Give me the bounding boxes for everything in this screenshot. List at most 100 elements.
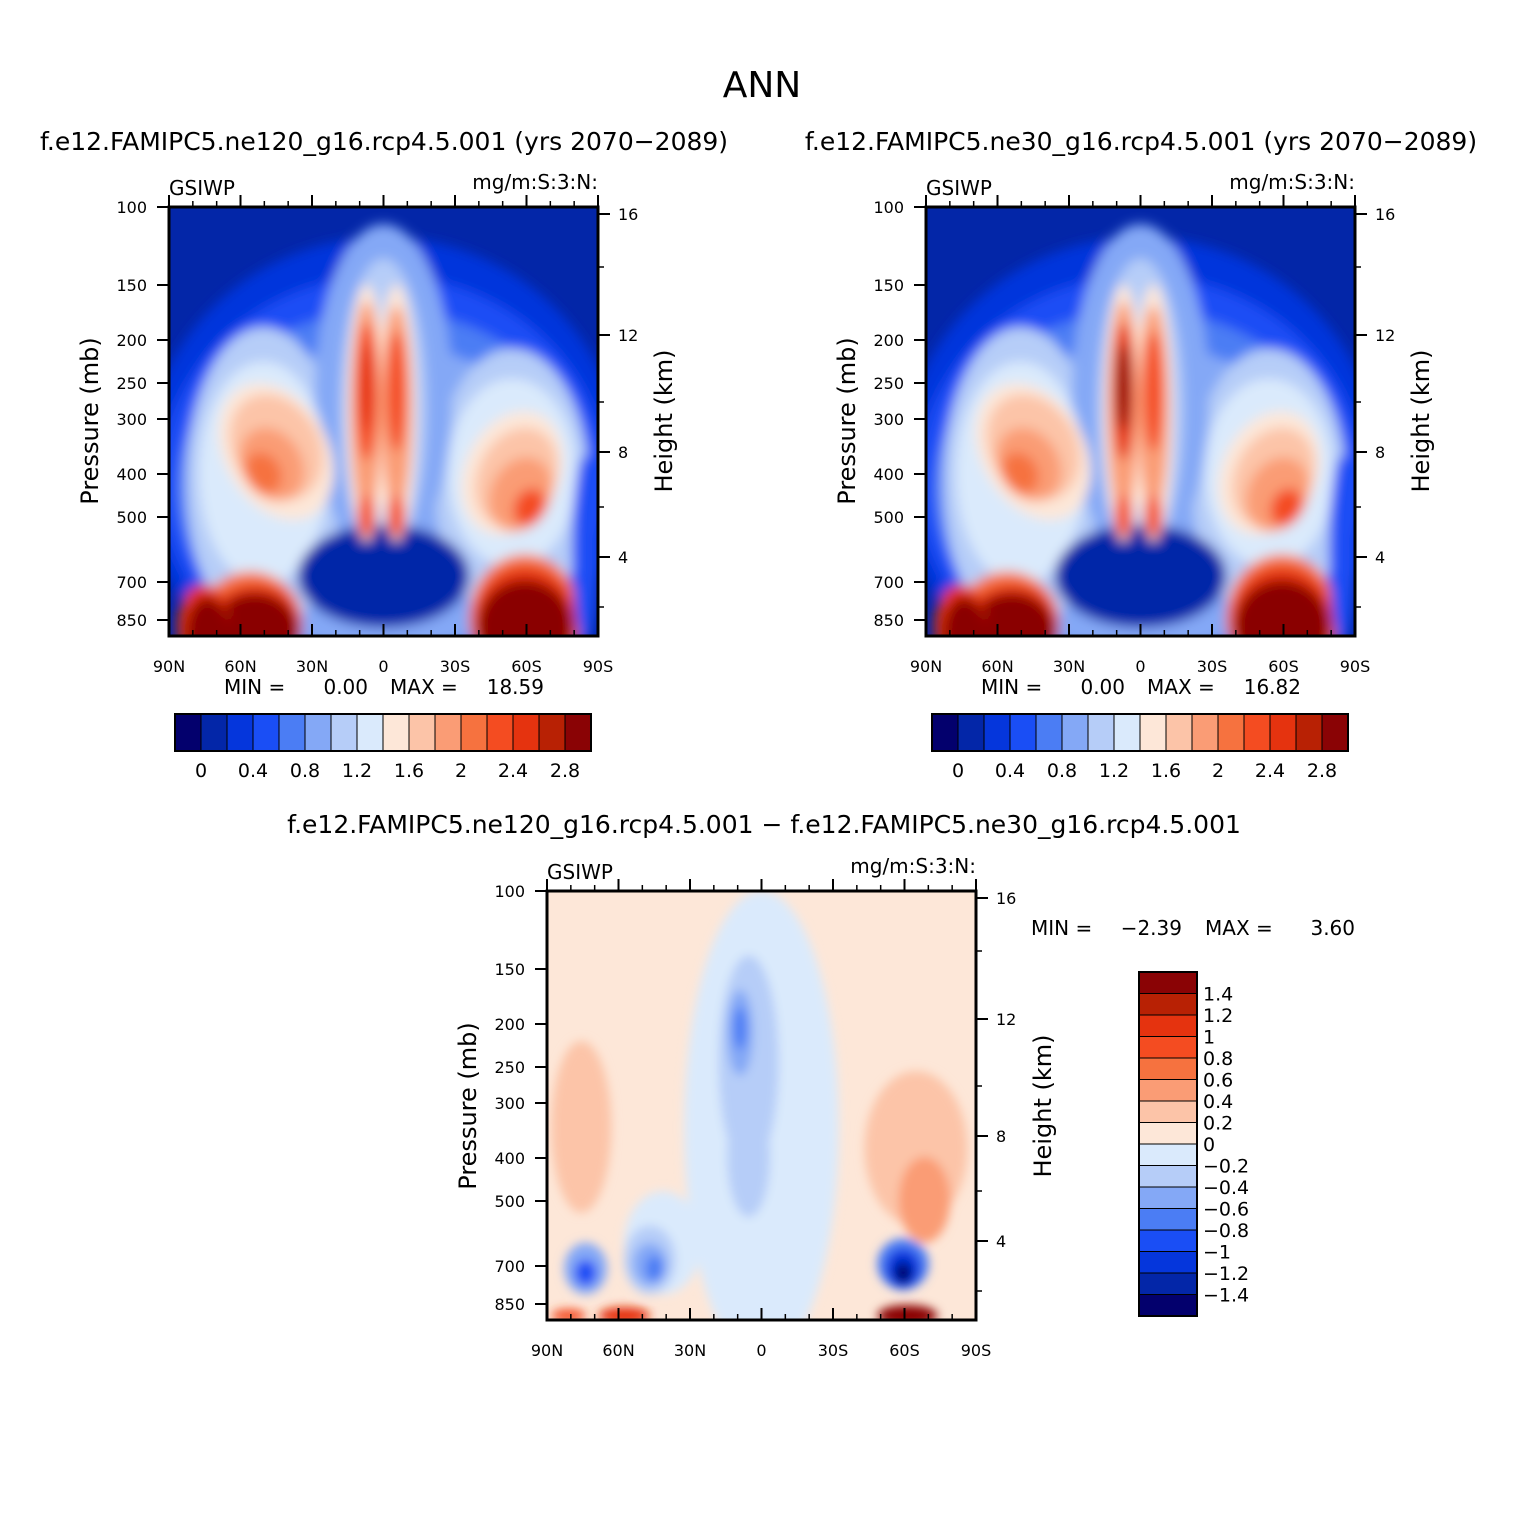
p3-colorbar-swatch	[1138, 1057, 1198, 1080]
p1-colorbar-swatch	[226, 713, 254, 752]
p1-colorbar-label: 1.6	[394, 760, 424, 782]
p3-colorbar-label: −1.4	[1203, 1285, 1249, 1307]
panel-1-field	[169, 207, 598, 636]
p3-colorbar-label: 0.4	[1203, 1091, 1233, 1113]
p3-colorbar-swatch	[1138, 1122, 1198, 1145]
p1-colorbar-label: 0.4	[238, 760, 268, 782]
p1-xtick-label: 90S	[583, 657, 614, 676]
p3-y2tick-label: 4	[996, 1232, 1006, 1251]
p2-ytick-label: 100	[873, 198, 904, 217]
p1-xtick-label: 0	[378, 657, 388, 676]
p1-colorbar-label: 2.8	[550, 760, 580, 782]
p1-ytick-label: 300	[116, 410, 147, 429]
panel-3-ylabel: Pressure (mb)	[454, 1022, 482, 1189]
p3-colorbar-label: 0.8	[1203, 1048, 1233, 1070]
p2-colorbar-label: 1.6	[1151, 760, 1181, 782]
p1-colorbar-swatch	[304, 713, 332, 752]
panel-3-max-label: MAX =	[1205, 916, 1273, 940]
p1-xtick-label: 30S	[440, 657, 471, 676]
panel-2-min-label: MIN =	[981, 675, 1042, 699]
panel-3-units: mg/m:S:3:N:	[850, 854, 976, 878]
p1-colorbar-swatch	[460, 713, 488, 752]
p2-colorbar-label: 2.8	[1307, 760, 1337, 782]
p3-contour-mark	[877, 1304, 938, 1320]
p1-colorbar-swatch	[252, 713, 280, 752]
p1-y2tick-label: 8	[618, 443, 628, 462]
p3-ytick-label: 100	[494, 882, 525, 901]
p3-ytick-label: 700	[494, 1257, 525, 1276]
p3-colorbar-label: −1	[1203, 1242, 1231, 1264]
p3-y2tick-label: 16	[996, 889, 1016, 908]
p2-colorbar-swatch	[1035, 713, 1063, 752]
p2-ytick-label: 400	[873, 465, 904, 484]
p3-contour-mark	[598, 1307, 650, 1320]
p3-y2tick-label: 8	[996, 1127, 1006, 1146]
p1-colorbar-swatch	[382, 713, 410, 752]
panel-1-max-label: MAX =	[390, 675, 458, 699]
p2-contour-mark	[1234, 580, 1330, 636]
p2-ytick-label: 200	[873, 331, 904, 350]
p1-contour-mark	[297, 524, 470, 628]
p1-ytick-label: 700	[116, 573, 147, 592]
p2-contour-mark	[968, 593, 1055, 636]
p2-colorbar-label: 0	[952, 760, 964, 782]
p3-contour-mark	[574, 1259, 597, 1286]
panel-2-variable: GSIWP	[926, 176, 992, 200]
p2-colorbar-swatch	[957, 713, 985, 752]
p3-colorbar-swatch	[1138, 1208, 1198, 1231]
p2-ytick-label: 700	[873, 573, 904, 592]
p3-contour-mark	[551, 1041, 612, 1213]
p2-contour-mark	[1143, 331, 1163, 452]
p3-contour-mark	[898, 1156, 951, 1243]
panel-3-y2label: Height (km)	[1029, 1035, 1057, 1178]
p3-colorbar-label: 0.2	[1203, 1113, 1233, 1135]
p1-contour-mark	[357, 494, 375, 538]
p3-xtick-label: 30N	[674, 1341, 706, 1360]
p3-xtick-label: 0	[756, 1341, 766, 1360]
p2-xtick-label: 60N	[981, 657, 1013, 676]
p2-contour-mark	[1002, 452, 1039, 494]
p3-colorbar-label: −1.2	[1203, 1263, 1249, 1285]
panel-3-field	[547, 891, 976, 1320]
p1-colorbar-label: 0.8	[290, 760, 320, 782]
p3-ytick-label: 200	[494, 1015, 525, 1034]
p3-colorbar-frame	[1138, 971, 1198, 1317]
p1-contour-mark	[513, 488, 546, 526]
panel-2-units: mg/m:S:3:N:	[1229, 170, 1355, 194]
p1-y2tick-label: 16	[618, 205, 638, 224]
p1-colorbar-swatch	[174, 713, 202, 752]
p1-ytick-label: 150	[116, 276, 147, 295]
p3-colorbar-label: 1.4	[1203, 984, 1233, 1006]
p2-colorbar-label: 2	[1212, 760, 1224, 782]
panel-1-title: f.e12.FAMIPC5.ne120_g16.rcp4.5.001 (yrs …	[40, 127, 728, 156]
p1-contour-mark	[572, 455, 598, 636]
panel-2-max-label: MAX =	[1147, 675, 1215, 699]
p3-colorbar-label: −0.8	[1203, 1220, 1249, 1242]
p3-colorbar-swatch	[1138, 1229, 1198, 1252]
p2-contour-mark	[1054, 524, 1227, 628]
p1-colorbar-frame	[174, 713, 592, 752]
p3-colorbar-swatch	[1138, 1143, 1198, 1166]
p3-ytick-label: 850	[494, 1295, 525, 1314]
p3-colorbar-swatch	[1138, 1165, 1198, 1188]
p2-colorbar-swatch	[1243, 713, 1271, 752]
panel-3-max-value: 3.60	[1310, 916, 1355, 940]
p3-contour-mark	[727, 1096, 771, 1218]
p2-contour-mark	[1116, 344, 1130, 431]
panel-1-units: mg/m:S:3:N:	[472, 170, 598, 194]
p2-xtick-label: 0	[1135, 657, 1145, 676]
p1-contour-mark	[186, 597, 230, 636]
p2-ytick-label: 250	[873, 374, 904, 393]
p1-ytick-label: 250	[116, 374, 147, 393]
p3-colorbar-swatch	[1138, 1272, 1198, 1295]
panel-3-colorbar: 1.41.210.80.60.40.20−0.2−0.4−0.6−0.8−1−1…	[1138, 971, 1249, 1317]
p2-xtick-label: 90N	[910, 657, 942, 676]
p3-contour-mark	[733, 1006, 747, 1050]
p1-xtick-label: 60S	[511, 657, 542, 676]
p2-xtick-label: 30N	[1053, 657, 1085, 676]
p1-colorbar-label: 1.2	[342, 760, 372, 782]
p3-ytick-label: 400	[494, 1149, 525, 1168]
p2-xtick-label: 30S	[1197, 657, 1228, 676]
p1-colorbar-swatch	[330, 713, 358, 752]
p2-colorbar-swatch	[983, 713, 1011, 752]
